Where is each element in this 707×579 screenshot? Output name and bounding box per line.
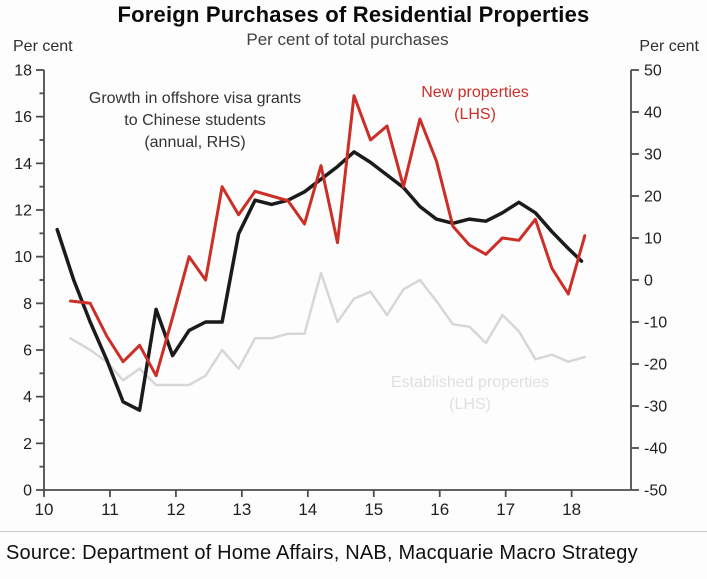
divider-line: [0, 531, 707, 532]
left-tick-label: 8: [23, 296, 32, 313]
series-new-properties: [68, 94, 587, 378]
right-tick-label: 30: [644, 147, 662, 164]
annotation-new-properties: New properties (LHS): [421, 84, 529, 123]
right-tick-label: -20: [644, 357, 667, 374]
series-established-properties: [69, 271, 587, 387]
right-tick-label: 50: [644, 63, 662, 80]
chart-subtitle: Per cent of total purchases: [246, 30, 449, 49]
left-tick-label: 2: [23, 436, 32, 453]
right-tick-label: -30: [644, 399, 667, 416]
right-tick-label: 0: [644, 273, 653, 290]
x-tick-label: 11: [101, 500, 119, 519]
left-tick-label: 12: [14, 203, 32, 220]
right-tick-label: 40: [644, 105, 662, 122]
left-axis-unit-label: Per cent: [13, 38, 73, 55]
source-text: Source: Department of Home Affairs, NAB,…: [6, 542, 638, 564]
annotation-visa-grants: Growth in offshore visa grants to Chines…: [88, 90, 302, 151]
chart-title: Foreign Purchases of Residential Propert…: [117, 2, 590, 27]
left-tick-label: 6: [23, 343, 32, 360]
right-tick-label: -40: [644, 441, 667, 458]
left-tick-label: 10: [14, 249, 32, 266]
right-tick-label: -10: [644, 315, 667, 332]
x-tick-label: 18: [562, 500, 581, 519]
x-tick-label: 16: [430, 500, 449, 519]
right-tick-label: 20: [644, 189, 662, 206]
series-visa-grants-growth: [55, 150, 584, 412]
x-tick-label: 17: [496, 500, 515, 519]
right-tick-label: 10: [644, 231, 662, 248]
x-tick-label: 12: [166, 500, 185, 519]
x-tick-label: 10: [35, 500, 54, 519]
x-tick-label: 13: [232, 500, 251, 519]
left-tick-label: 4: [23, 389, 32, 406]
left-tick-label: 14: [14, 156, 32, 173]
left-tick-label: 16: [14, 109, 32, 126]
right-tick-label: -50: [644, 483, 667, 500]
left-tick-label: 18: [14, 63, 32, 80]
x-tick-label: 14: [298, 500, 317, 519]
x-tick-label: 15: [364, 500, 383, 519]
right-axis-unit-label: Per cent: [639, 38, 699, 55]
annotation-established-properties: Established properties (LHS): [390, 374, 550, 413]
left-tick-label: 0: [23, 483, 32, 500]
